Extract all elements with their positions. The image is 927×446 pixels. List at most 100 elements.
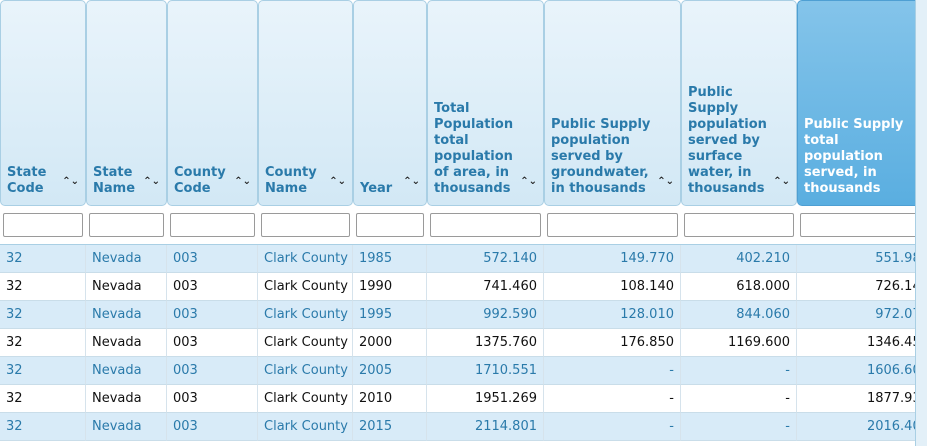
column-header-ps-surface-water[interactable]: Public Supply population served by surfa… — [681, 0, 797, 206]
table-cell: Clark County — [258, 329, 353, 357]
table-cell: 1710.551 — [427, 357, 544, 385]
filter-cell — [427, 206, 544, 245]
table-row[interactable]: 32 Nevada 003 Clark County 2000 1375.760 176.8… — [0, 329, 927, 357]
filter-input-county-code[interactable] — [170, 213, 255, 237]
table-cell: - — [544, 385, 681, 413]
table-cell: 32 — [0, 301, 86, 329]
filter-input-state-code[interactable] — [3, 213, 83, 237]
column-header-label: State Name — [93, 165, 136, 196]
filter-cell — [544, 206, 681, 245]
table-cell: 402.210 — [681, 245, 797, 273]
table-cell: 992.590 — [427, 301, 544, 329]
table-cell: Nevada — [86, 413, 167, 441]
table-cell: Clark County — [258, 357, 353, 385]
filter-cell — [86, 206, 167, 245]
filter-cell — [167, 206, 258, 245]
table-cell: - — [544, 357, 681, 385]
table-row[interactable]: 32 Nevada 003 Clark County 1985 572.140 149.77… — [0, 245, 927, 273]
column-header-state-name[interactable]: State Name ⌃⌄ — [86, 0, 167, 206]
filter-input-county-name[interactable] — [261, 213, 350, 237]
column-header-total-population[interactable]: Total Population total population of are… — [427, 0, 544, 206]
table-cell: Nevada — [86, 301, 167, 329]
column-header-state-code[interactable]: State Code ⌃⌄ — [0, 0, 86, 206]
sort-icon[interactable]: ⌃⌄ — [234, 176, 251, 187]
table-cell: 844.060 — [681, 301, 797, 329]
table-cell: 972.070 — [797, 301, 927, 329]
filter-input-state-name[interactable] — [89, 213, 164, 237]
sort-icon[interactable]: ⌃⌄ — [657, 176, 674, 187]
table-cell: 618.000 — [681, 273, 797, 301]
column-header-ps-total-served[interactable]: Public Supply total population served, i… — [797, 0, 927, 206]
table-cell: 2000 — [353, 329, 427, 357]
column-header-year[interactable]: Year ⌃⌄ — [353, 0, 427, 206]
table-cell: 003 — [167, 413, 258, 441]
sort-icon[interactable]: ⌃⌄ — [143, 176, 160, 187]
scroll-edge[interactable] — [915, 0, 927, 446]
table-cell: 003 — [167, 329, 258, 357]
table-cell: Nevada — [86, 273, 167, 301]
column-header-label: County Name — [265, 165, 317, 196]
table-cell: Nevada — [86, 385, 167, 413]
table-cell: Nevada — [86, 357, 167, 385]
sort-icon[interactable]: ⌃⌄ — [773, 176, 790, 187]
sort-icon[interactable]: ⌃⌄ — [62, 176, 79, 187]
table-cell: 32 — [0, 329, 86, 357]
table-cell: 1990 — [353, 273, 427, 301]
table-cell: 176.850 — [544, 329, 681, 357]
column-header-label: Public Supply total population served, i… — [804, 117, 904, 196]
table-cell: 1995 — [353, 301, 427, 329]
filter-input-ps-groundwater[interactable] — [547, 213, 678, 237]
sort-icon[interactable]: ⌃⌄ — [329, 176, 346, 187]
column-header-ps-groundwater[interactable]: Public Supply population served by groun… — [544, 0, 681, 206]
table-cell: 108.140 — [544, 273, 681, 301]
table-cell: 1877.938 — [797, 385, 927, 413]
column-header-county-code[interactable]: County Code ⌃⌄ — [167, 0, 258, 206]
table-cell: 32 — [0, 413, 86, 441]
table-cell: 1606.600 — [797, 357, 927, 385]
table-cell: 003 — [167, 245, 258, 273]
filter-cell — [797, 206, 927, 245]
table-cell: 003 — [167, 385, 258, 413]
table-row[interactable]: 32 Nevada 003 Clark County 1995 992.590 128.01… — [0, 301, 927, 329]
header-row: State Code ⌃⌄ State Name ⌃⌄ County Code ⌃⌄ … — [0, 0, 927, 206]
table-cell: Clark County — [258, 245, 353, 273]
table-cell: Clark County — [258, 385, 353, 413]
column-header-label: Public Supply population served by groun… — [551, 117, 651, 196]
table-cell: 1985 — [353, 245, 427, 273]
table-cell: 149.770 — [544, 245, 681, 273]
table-cell: 003 — [167, 357, 258, 385]
table-cell: - — [681, 357, 797, 385]
column-header-label: County Code — [174, 165, 226, 196]
table-cell: 2016.402 — [797, 413, 927, 441]
table-cell: 2015 — [353, 413, 427, 441]
table-row[interactable]: 32 Nevada 003 Clark County 2010 1951.269- -187… — [0, 385, 927, 413]
table-cell: 003 — [167, 301, 258, 329]
table-cell: 551.980 — [797, 245, 927, 273]
column-header-label: Public Supply population served by surfa… — [688, 85, 767, 196]
table-cell: 003 — [167, 273, 258, 301]
table-cell: 741.460 — [427, 273, 544, 301]
filter-input-year[interactable] — [356, 213, 424, 237]
filter-input-ps-total-served[interactable] — [800, 213, 927, 237]
filter-input-total-population[interactable] — [430, 213, 541, 237]
filter-input-ps-surface-water[interactable] — [684, 213, 794, 237]
table-cell: 32 — [0, 273, 86, 301]
sort-icon[interactable]: ⌃⌄ — [520, 176, 537, 187]
table-cell: - — [544, 413, 681, 441]
sort-icon[interactable]: ⌃⌄ — [403, 176, 420, 187]
table-cell: 2005 — [353, 357, 427, 385]
filter-cell — [353, 206, 427, 245]
table-row[interactable]: 32 Nevada 003 Clark County 2015 2114.801- -201… — [0, 413, 927, 441]
table-row[interactable]: 32 Nevada 003 Clark County 1990 741.460 108.14… — [0, 273, 927, 301]
filter-cell — [681, 206, 797, 245]
column-header-county-name[interactable]: County Name ⌃⌄ — [258, 0, 353, 206]
table-cell: Nevada — [86, 245, 167, 273]
table-cell: Nevada — [86, 329, 167, 357]
filter-row — [0, 206, 927, 245]
table-row[interactable]: 32 Nevada 003 Clark County 2005 1710.551- -160… — [0, 357, 927, 385]
table-cell: Clark County — [258, 273, 353, 301]
column-header-label: Year — [360, 181, 393, 196]
table-cell: 1375.760 — [427, 329, 544, 357]
